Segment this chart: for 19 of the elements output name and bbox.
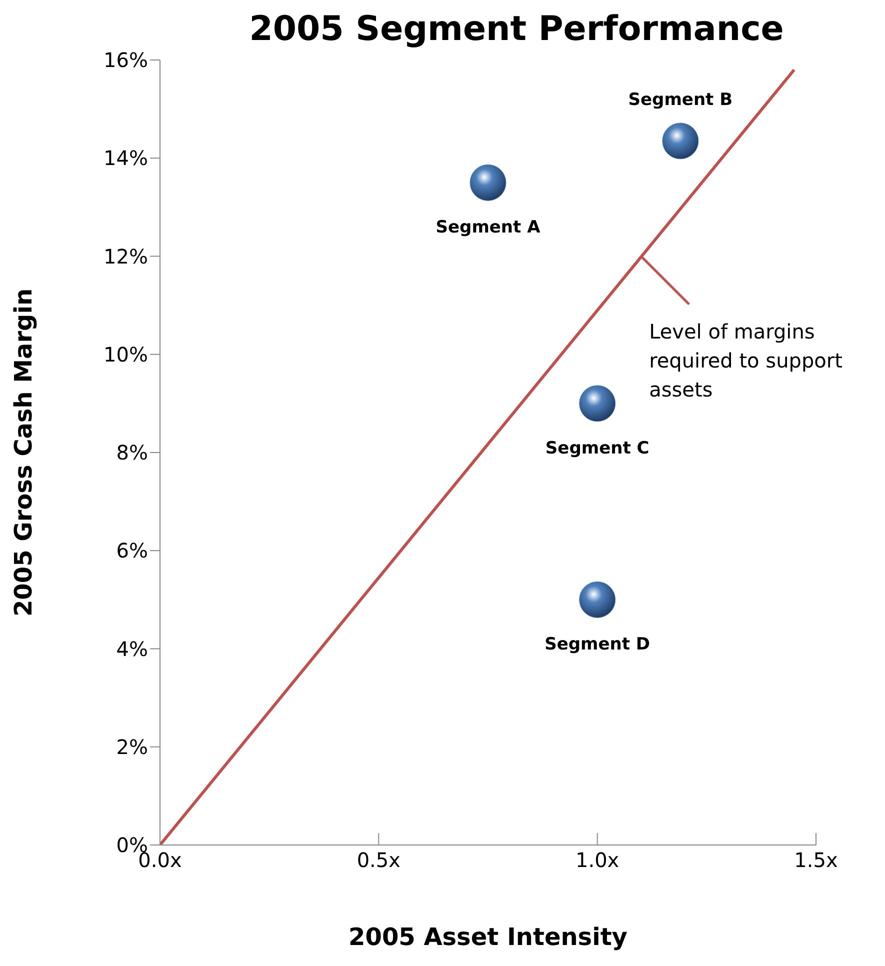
chart-title: 2005 Segment Performance (248, 8, 785, 50)
y-tick-label: 6% (116, 538, 148, 563)
y-tick-label: 10% (104, 342, 148, 366)
annotation: Level of margins required to support assets (649, 319, 843, 402)
x-axis-title: 2005 Asset Intensity (348, 923, 628, 951)
y-tick-label: 8% (116, 440, 148, 465)
y-tick-label: 16% (104, 48, 148, 72)
series-label: Segment C (545, 438, 650, 458)
y-tick-label: 4% (116, 636, 148, 661)
y-tick-label: 2% (116, 734, 148, 759)
series-label: Segment B (628, 90, 733, 110)
series-label: Segment A (436, 218, 542, 238)
y-tick-label: 12% (104, 244, 148, 268)
y-axis-title: 2005 Gross Cash Margin (10, 288, 38, 617)
y-tick-label: 14% (104, 146, 148, 170)
x-tick-label: 0.5x (356, 848, 401, 872)
series-label: Segment D (544, 634, 650, 655)
x-tick-label: 1.0x (576, 848, 620, 872)
x-tick-label: 1.5x (794, 848, 838, 872)
